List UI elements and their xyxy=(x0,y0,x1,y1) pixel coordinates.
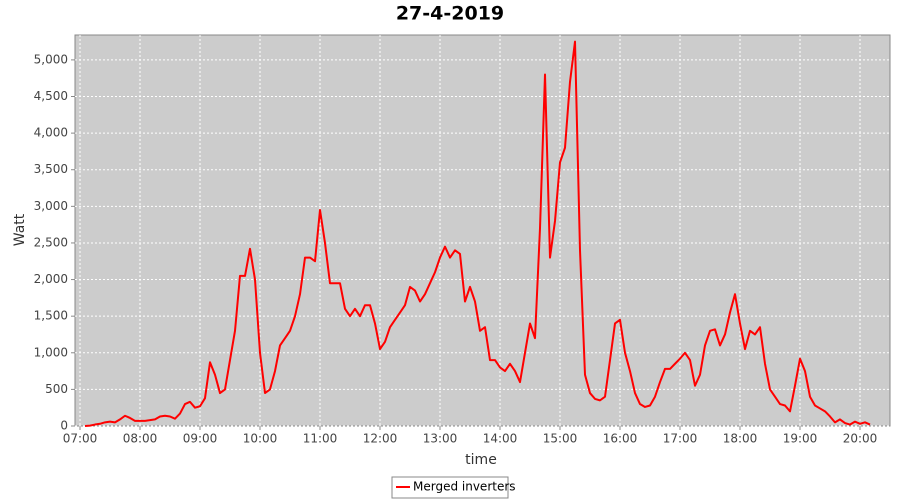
chart-title: 27-4-2019 xyxy=(396,3,504,25)
x-axis-label: time xyxy=(465,452,497,468)
y-tick-label: 2,500 xyxy=(34,235,68,249)
x-tick-label: 20:00 xyxy=(843,432,878,446)
y-tick-label: 4,500 xyxy=(34,89,68,103)
y-tick-label: 1,500 xyxy=(34,309,68,323)
y-tick-label: 1,000 xyxy=(34,345,68,359)
y-tick-label: 4,000 xyxy=(34,126,68,140)
x-tick-label: 10:00 xyxy=(243,432,278,446)
series-line xyxy=(84,40,871,427)
x-tick-label: 13:00 xyxy=(423,432,458,446)
x-tick-label: 19:00 xyxy=(783,432,818,446)
x-tick-label: 14:00 xyxy=(483,432,518,446)
y-tick-label: 2,000 xyxy=(34,272,68,286)
legend xyxy=(391,476,509,499)
y-tick-label: 0 xyxy=(60,419,68,433)
x-tick-label: 09:00 xyxy=(183,432,218,446)
x-tick-label: 16:00 xyxy=(603,432,638,446)
x-tick-label: 08:00 xyxy=(123,432,158,446)
y-axis-label: Watt xyxy=(12,213,28,246)
x-tick-label: 12:00 xyxy=(363,432,398,446)
y-tick-label: 5,000 xyxy=(34,52,68,66)
y-tick-label: 3,500 xyxy=(34,162,68,176)
x-tick-label: 17:00 xyxy=(663,432,698,446)
y-tick-label: 500 xyxy=(45,382,68,396)
x-tick-label: 15:00 xyxy=(543,432,578,446)
x-tick-label: 07:00 xyxy=(63,432,98,446)
y-tick-label: 3,000 xyxy=(34,199,68,213)
x-tick-label: 11:00 xyxy=(303,432,338,446)
legend-label: Merged inverters xyxy=(413,480,516,494)
plot-area xyxy=(74,34,891,427)
x-tick-label: 18:00 xyxy=(723,432,758,446)
